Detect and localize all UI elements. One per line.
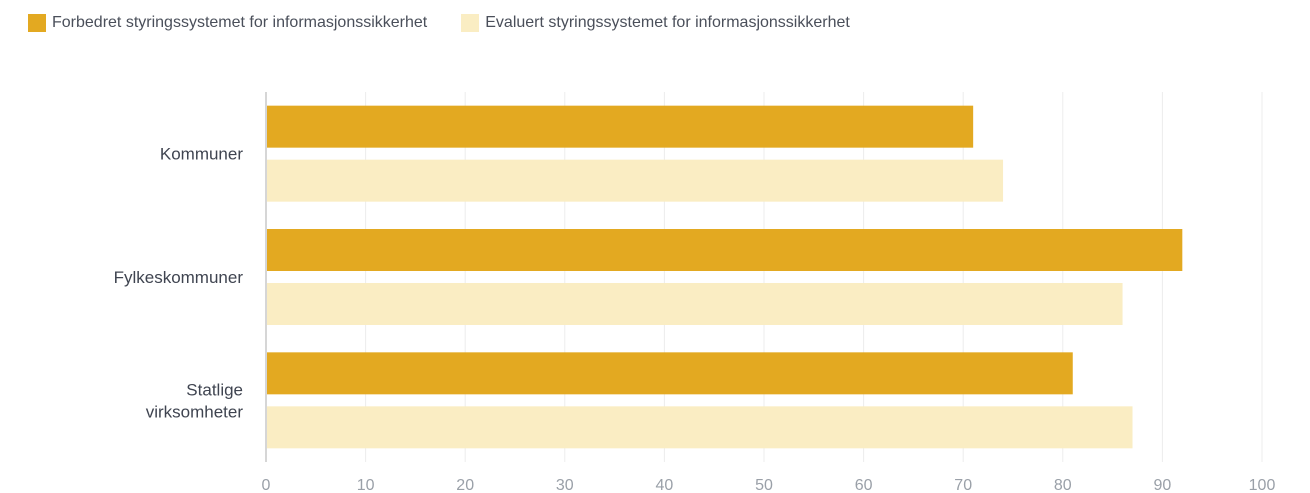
legend-item-forbedret[interactable]: Forbedret styringssystemet for informasj… [28, 14, 427, 32]
x-tick-label: 70 [954, 477, 972, 493]
x-tick-label: 20 [456, 477, 474, 493]
x-tick-label: 90 [1154, 477, 1172, 493]
legend-swatch-evaluert [461, 14, 480, 32]
bar-forbedret[interactable] [267, 229, 1183, 271]
bar-evaluert[interactable] [267, 406, 1133, 449]
bars [267, 105, 1183, 449]
legend-label-forbedret: Forbedret styringssystemet for informasj… [52, 14, 428, 31]
x-tick-label: 80 [1054, 477, 1072, 493]
category-labels: Kommuner Fylkeskommuner Statlige virksomhet… [114, 145, 244, 422]
category-label-line: Statlige [186, 380, 243, 399]
x-tick-label: 10 [357, 477, 375, 493]
x-tick-label: 60 [855, 477, 873, 493]
legend: Forbedret styringssystemet for informasj… [28, 14, 850, 32]
legend-item-evaluert[interactable]: Evaluert styringssystemet for informasjo… [461, 14, 850, 32]
category-label: Statlige virksomheter [146, 380, 244, 421]
x-tick-label: 50 [755, 477, 773, 493]
category-label-line: Kommuner [160, 145, 243, 164]
bar-forbedret[interactable] [267, 105, 974, 148]
x-tick-label: 30 [556, 477, 574, 493]
x-tick-label: 100 [1249, 477, 1276, 493]
category-label-line: virksomheter [146, 402, 244, 421]
x-tick-labels: 0 10 20 30 40 50 60 70 80 90 100 [262, 477, 1276, 493]
gridlines [365, 92, 1263, 462]
legend-swatch-forbedret [28, 14, 46, 32]
bar-evaluert[interactable] [267, 159, 1004, 202]
x-tick-label: 0 [262, 477, 271, 493]
bar-forbedret[interactable] [267, 352, 1073, 395]
category-label-line: Fylkeskommuner [114, 268, 244, 287]
bar-evaluert[interactable] [267, 283, 1123, 325]
legend-label-evaluert: Evaluert styringssystemet for informasjo… [485, 14, 850, 31]
category-label: Kommuner [160, 145, 243, 164]
x-tick-label: 40 [656, 477, 674, 493]
category-label: Fylkeskommuner [114, 268, 244, 287]
